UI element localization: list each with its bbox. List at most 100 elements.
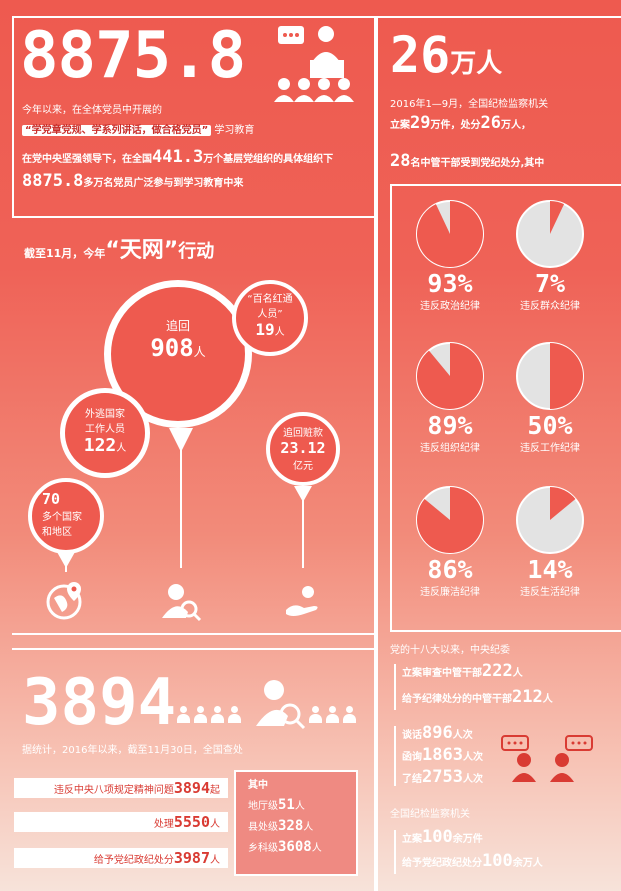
right-line2: 立案29万件，处分26万人，	[390, 113, 531, 133]
recovered-number: 908	[150, 334, 194, 362]
right-line3-text: 名中管干部受到党纪处分,其中	[410, 158, 545, 169]
countries-bubble: 70 多个国家 和地区	[28, 478, 104, 554]
money-label: 追回赃款	[283, 428, 323, 439]
since-row-1: 立案审查中管干部222人	[402, 661, 523, 681]
line4-number: 8875.8	[22, 171, 84, 191]
talk-unit: 人次	[452, 730, 473, 741]
pie-chart	[516, 486, 584, 554]
campaign-quote: “学党章党规、学系列讲话，做合格党员”	[22, 125, 212, 136]
national-row-2: 给予党纪政纪处分100余万人	[402, 851, 543, 871]
national-title: 全国纪检监察机关	[390, 809, 470, 820]
countries-pin-tail	[57, 552, 75, 568]
level-number: 3608	[278, 839, 312, 855]
red-notice-label-2: 人员”	[257, 309, 283, 320]
person-icon	[227, 706, 241, 724]
section3-subtitle: 据统计，2016年以来，截至11月30日，全国查处	[22, 745, 243, 756]
letter-row: 函询1863人次	[402, 747, 483, 765]
handled-number: 5550	[173, 813, 210, 831]
level-number: 328	[278, 818, 304, 834]
countries-number: 70	[42, 490, 61, 508]
pie-item: 7% 违反群众纪律	[510, 198, 590, 312]
recovered-unit: 人	[193, 345, 206, 359]
letter-unit: 人次	[462, 752, 483, 763]
pie-chart	[516, 342, 584, 410]
disciplined-unit: 人	[210, 855, 220, 866]
pie-chart	[516, 200, 584, 268]
close-row: 了结2753人次	[402, 767, 483, 787]
right-line2-n2: 26	[480, 113, 501, 133]
section2-rule-bottom	[12, 633, 374, 635]
since-1-number: 222	[482, 661, 513, 681]
recovered-pin-tail	[169, 428, 193, 452]
money-pin-line	[302, 500, 304, 568]
section1-headline: 8875.8	[20, 19, 246, 93]
skynet-title-prefix: 截至11月，今年	[24, 247, 106, 260]
pie-label: 违反政治纪律	[420, 301, 480, 312]
level-unit: 人	[303, 822, 314, 833]
red-notice-unit: 人	[274, 327, 285, 338]
fled-staff-bubble: 外逃国家 工作人员 122人	[60, 388, 150, 478]
pie-item: 86% 违反廉洁纪律	[410, 484, 490, 598]
breakdown-row-3: 乡科级3608人	[248, 839, 356, 855]
section1-line2: “学党章党规、学系列讲话，做合格党员” 学习教育	[22, 124, 254, 138]
person-icon	[342, 706, 356, 724]
section1-line3: 在党中央坚强领导下，在全国441.3万个基层党组织的具体组织下	[22, 147, 333, 167]
level-unit: 人	[311, 843, 322, 854]
pie-item: 14% 违反生活纪律	[510, 484, 590, 598]
line3-number: 441.3	[152, 147, 204, 167]
since-title: 党的十八大以来，中央纪委	[390, 645, 510, 656]
person-icon	[176, 706, 190, 724]
person-icon	[210, 706, 224, 724]
pie-chart	[416, 486, 484, 554]
pie-percent: 86%	[427, 555, 473, 584]
right-headline-number: 26	[390, 26, 451, 84]
disciplined-number: 3987	[173, 849, 210, 867]
countries-label-1: 多个国家	[42, 512, 82, 523]
globe-pin-icon	[44, 578, 88, 622]
pie-label: 违反廉洁纪律	[420, 587, 480, 598]
fled-label-2: 工作人员	[85, 424, 125, 435]
violation-bar: 违反中央八项规定精神问题3894起	[14, 778, 228, 798]
pies-rule-top	[390, 184, 621, 186]
national-1-number: 100	[422, 827, 453, 847]
money-pin-tail	[294, 486, 312, 502]
pie-percent: 93%	[427, 269, 473, 298]
right-line3-number: 28	[390, 151, 411, 171]
pie-percent: 50%	[527, 411, 573, 440]
right-line2-b: 万件，处分	[430, 120, 481, 131]
talk-label: 谈话	[402, 730, 422, 741]
right-line1: 2016年1—9月，全国纪检监察机关	[390, 99, 549, 110]
pie-chart	[416, 342, 484, 410]
pie-value-slice	[416, 201, 483, 267]
inspector-icon	[252, 676, 306, 730]
people-row-icon	[176, 706, 244, 728]
section1-rule-bottom	[12, 216, 374, 218]
section3-rule-top	[12, 648, 374, 650]
countries-label-2: 和地区	[42, 527, 72, 538]
right-line3: 28名中管干部受到党纪处分,其中	[390, 151, 545, 171]
line3-text-a: 在党中央坚强领导下，在全国	[22, 154, 152, 165]
section1-rule-top	[12, 16, 374, 18]
national-2-number: 100	[482, 851, 513, 871]
close-label: 了结	[402, 774, 422, 785]
close-number: 2753	[422, 767, 463, 787]
talk-bracket	[394, 726, 396, 786]
recovered-pin-line	[180, 450, 182, 568]
breakdown-title: 其中	[248, 780, 268, 791]
fled-value: 122人	[65, 435, 145, 456]
section2-title: 截至11月，今年“天网”行动	[24, 232, 214, 264]
close-unit: 人次	[462, 774, 483, 785]
red-notice-bubble: “百名红通 人员” 19人	[232, 280, 308, 356]
red-notice-label-1: “百名红通	[247, 294, 293, 305]
money-bubble: 追回赃款 23.12 亿元	[266, 412, 340, 486]
since-2-unit: 人	[542, 694, 553, 705]
since-bracket	[394, 664, 396, 710]
section1-line1: 今年以来，在全体党员中开展的	[22, 105, 162, 116]
top-right-rule	[378, 16, 621, 18]
level-label: 县处级	[248, 822, 278, 833]
disciplined-bar: 给予党纪政纪处分3987人	[14, 848, 228, 868]
pies-left-border	[390, 184, 392, 632]
recovered-value: 908人	[111, 334, 245, 362]
level-label: 地厅级	[248, 801, 278, 812]
pie-chart	[416, 200, 484, 268]
